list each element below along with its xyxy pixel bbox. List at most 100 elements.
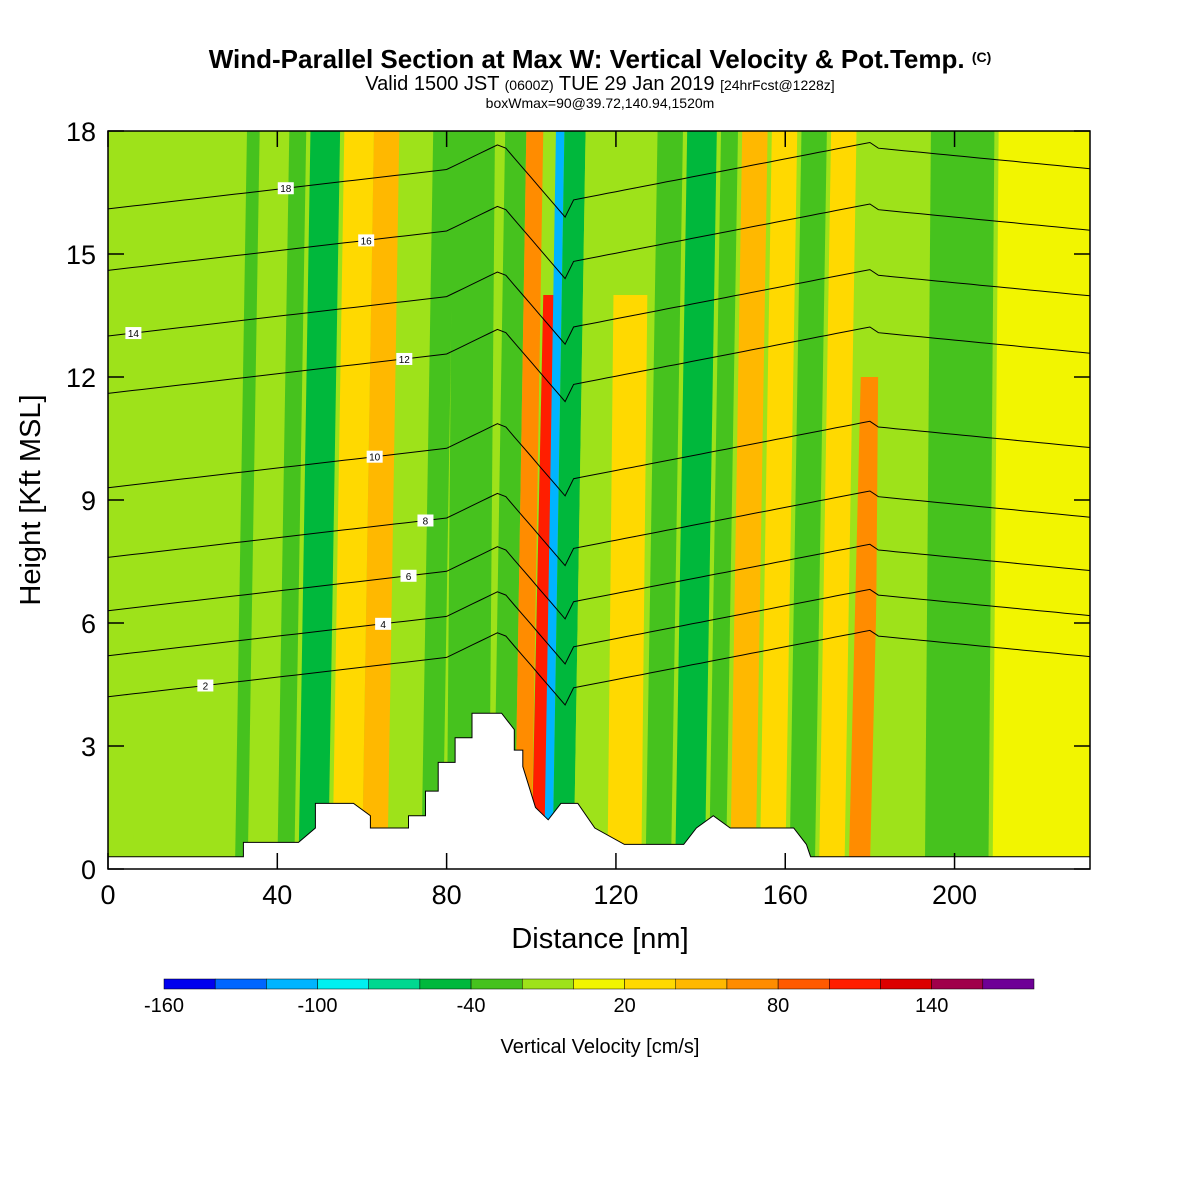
contour-label: 8: [423, 517, 429, 528]
contour-label: 6: [406, 572, 412, 583]
theta-contour-line: [108, 490, 1090, 567]
x-tick-label: 200: [932, 880, 977, 910]
contour-label: 12: [399, 355, 411, 366]
y-tick-label: 3: [81, 732, 96, 762]
colorbar-swatch: [419, 978, 472, 990]
contour-label-bg: [366, 450, 383, 463]
velocity-band: [421, 131, 455, 869]
velocity-band: [552, 131, 586, 869]
x-tick-label: 80: [432, 880, 462, 910]
y-axis-label: Height [Kft MSL]: [15, 394, 47, 605]
contour-label: 4: [380, 620, 386, 631]
y-tick-label: 12: [66, 363, 96, 393]
velocity-band: [514, 131, 544, 869]
colorbar-swatch: [521, 978, 574, 990]
contour-label-bg: [400, 569, 417, 582]
box-info: boxWmax=90@39.72,140.94,1520m: [485, 95, 715, 111]
theta-contour-line: [108, 629, 1090, 706]
colorbar-tick-label: 140: [915, 995, 948, 1017]
colorbar-label: Vertical Velocity [cm/s]: [500, 1036, 700, 1058]
velocity-band: [446, 131, 495, 869]
contour-label-bg: [417, 514, 434, 527]
colorbar-swatch: [726, 978, 779, 990]
velocity-band: [759, 131, 798, 869]
y-tick-label: 18: [66, 117, 96, 147]
colorbar-swatch: [880, 978, 932, 990]
colorbar-tick-label: -160: [144, 995, 184, 1017]
colorbar-tick-label: -40: [457, 995, 486, 1017]
theta-contour-line: [108, 141, 1090, 219]
velocity-band: [391, 131, 429, 869]
velocity-band: [543, 131, 565, 869]
velocity-band: [133, 131, 225, 869]
contour-label-bg: [197, 679, 214, 692]
theta-contour-line: [108, 269, 1090, 346]
velocity-field: [108, 131, 1090, 869]
terrain: [108, 712, 1090, 869]
x-tick-label: 160: [763, 880, 808, 910]
x-tick-label: 0: [100, 880, 115, 910]
y-tick-label: 0: [81, 855, 96, 885]
contour-label: 2: [203, 681, 209, 692]
title-block: Wind-Parallel Section at Max W: Vertical…: [0, 42, 1200, 111]
colorbar: -160 -100 -40 20 80 140: [144, 978, 1035, 1017]
velocity-band: [730, 131, 768, 869]
x-tick-label: 120: [593, 880, 638, 910]
colorbar-swatch: [777, 978, 830, 990]
velocity-band: [332, 131, 374, 869]
velocity-band: [924, 131, 995, 869]
colorbar-swatch: [829, 978, 881, 990]
theta-contour-line: [108, 203, 1090, 280]
velocity-band: [874, 131, 927, 869]
colorbar-swatch: [982, 978, 1035, 990]
theta-contours: 2 4 6 8 10 12 14 16 18: [108, 141, 1090, 706]
velocity-band: [645, 131, 683, 869]
axes: 0 40 80 120 160 200 0 3 6 9 12 15 18: [66, 117, 1090, 910]
colorbar-swatch: [470, 978, 523, 990]
contour-label: 14: [128, 329, 140, 340]
x-axis-label: Distance [nm]: [511, 923, 688, 955]
velocity-band: [709, 131, 738, 869]
colorbar-swatch: [573, 978, 625, 990]
colorbar-swatch: [931, 978, 984, 990]
contour-label: 18: [280, 184, 292, 195]
contour-label-bg: [375, 617, 392, 630]
copyright-mark: (C): [971, 49, 992, 65]
velocity-band: [607, 295, 648, 869]
theta-contour-line: [108, 543, 1090, 620]
x-tick-label: 40: [262, 880, 292, 910]
velocity-band: [992, 131, 1090, 869]
velocity-band: [277, 131, 307, 869]
y-tick-label: 6: [81, 609, 96, 639]
y-tick-label: 9: [81, 486, 96, 516]
velocity-band: [531, 295, 556, 869]
valid-time: Valid 1500 JST (0600Z) TUE 29 Jan 2019 […: [365, 73, 835, 95]
velocity-band: [361, 131, 400, 869]
y-tick-label: 15: [66, 240, 96, 270]
colorbar-swatch: [675, 978, 728, 990]
colorbar-swatch: [163, 978, 216, 990]
colorbar-tick-label: -100: [298, 995, 338, 1017]
contour-label-bg: [358, 234, 375, 247]
terrain-profile: [108, 712, 1090, 869]
contour-label-bg: [277, 182, 294, 195]
velocity-band: [234, 131, 260, 869]
velocity-band: [675, 131, 717, 869]
contour-label-bg: [125, 327, 142, 340]
colorbar-swatch: [317, 978, 369, 990]
contour-label: 10: [369, 453, 381, 464]
colorbar-tick-label: 20: [613, 995, 635, 1017]
colorbar-swatch: [214, 978, 267, 990]
contour-label-bg: [396, 352, 413, 365]
colorbar-swatch: [624, 978, 677, 990]
theta-contour-line: [108, 588, 1090, 665]
velocity-band: [298, 131, 341, 869]
velocity-band: [573, 131, 616, 869]
colorbar-swatch: [368, 978, 421, 990]
colorbar-tick-label: 80: [767, 995, 789, 1017]
velocity-band: [789, 131, 827, 869]
velocity-band: [493, 131, 527, 869]
velocity-band: [819, 131, 857, 869]
contour-label: 16: [361, 236, 373, 247]
